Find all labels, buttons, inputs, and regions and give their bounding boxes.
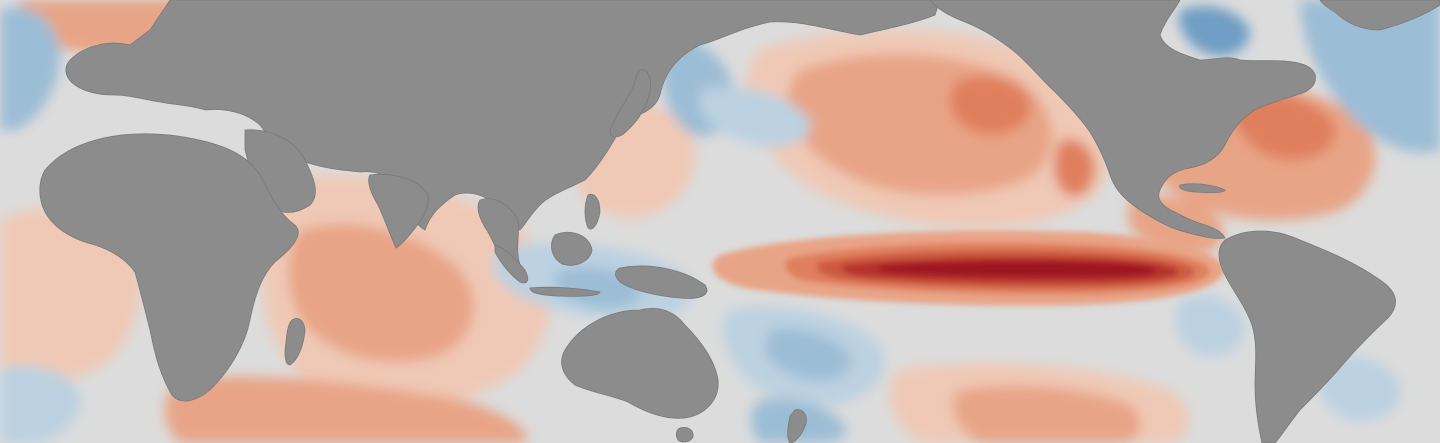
cool-anomaly-southwest-atlantic — [1317, 356, 1401, 421]
warm-anomaly-indian-ocean-core — [288, 224, 474, 362]
cool-anomaly-west-europe — [0, 6, 61, 131]
land-masses — [39, 0, 1440, 443]
land-java — [529, 286, 601, 297]
cool-anomaly-north-atlantic — [1300, 0, 1440, 153]
warm-anomaly-north-pacific-spots — [950, 76, 1031, 135]
warm-anomaly-north-atlantic-core — [1234, 93, 1336, 160]
land-north-america — [929, 0, 1316, 239]
el-nino-band-peak — [877, 261, 1156, 278]
land-caribbean — [1179, 183, 1226, 193]
el-nino-warm-tongue — [712, 230, 1225, 306]
cool-anomaly-kuroshio — [700, 86, 811, 147]
cool-anomaly-labrador — [1179, 6, 1250, 57]
land-sumatra — [494, 244, 529, 284]
warm-anomaly-south-atlantic — [0, 209, 141, 382]
warm-anomaly-south-pacific-core — [952, 385, 1141, 443]
land-borneo — [551, 231, 593, 266]
land-new-guinea — [615, 265, 708, 299]
land-south-america — [1218, 230, 1396, 443]
land-australia — [561, 308, 719, 419]
land-japan — [610, 69, 651, 138]
land-new-zealand — [787, 409, 807, 443]
land-india — [368, 174, 429, 249]
cool-anomaly-southeast-pacific — [1176, 296, 1245, 357]
warm-anomaly-baja — [1053, 139, 1095, 197]
land-greenland — [1319, 0, 1440, 31]
land-madagascar — [284, 318, 306, 366]
cool-anomaly-south-atlantic-west — [0, 366, 81, 443]
warm-anomaly-southern-indian — [165, 376, 528, 443]
land-philippines — [584, 193, 601, 230]
land-africa — [39, 133, 299, 402]
land-tasmania — [675, 427, 694, 443]
cool-anomaly-south-pacific-west-core — [765, 328, 851, 381]
